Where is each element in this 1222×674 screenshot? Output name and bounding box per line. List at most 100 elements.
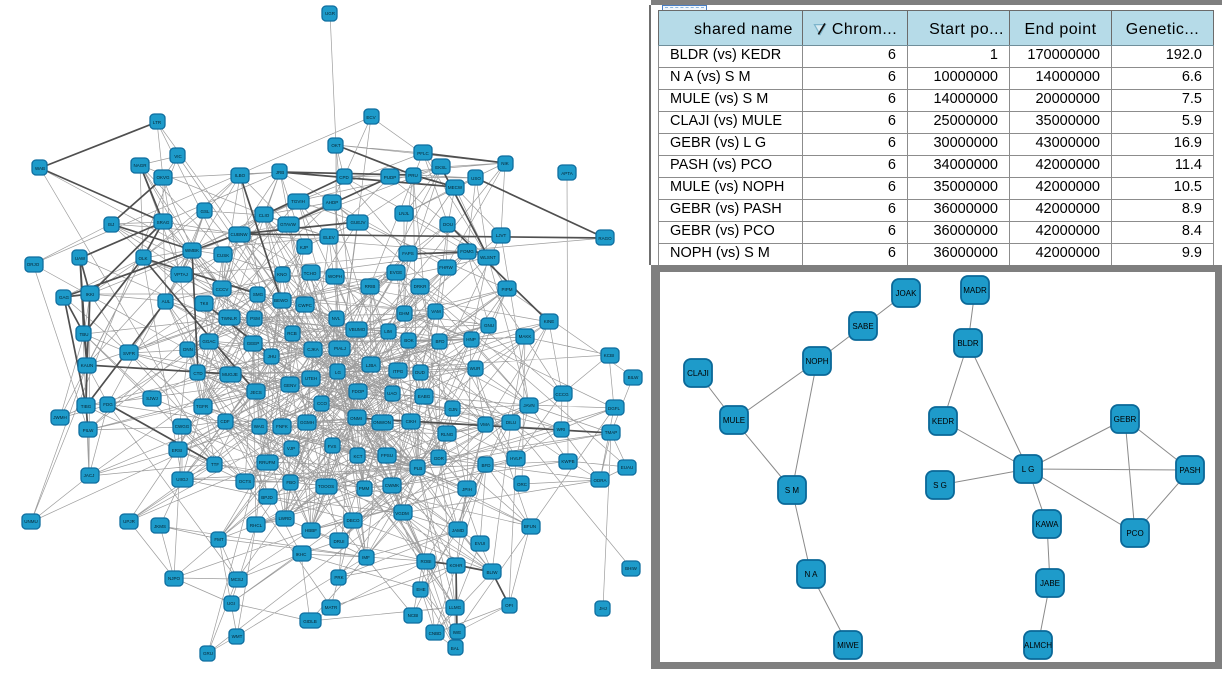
svg-text:PILW: PILW	[83, 428, 94, 433]
svg-text:CUSK: CUSK	[217, 253, 230, 258]
svg-text:KNO: KNO	[277, 272, 287, 277]
svg-text:CPD: CPD	[339, 175, 349, 180]
svg-text:UAO: UAO	[387, 391, 397, 396]
svg-text:MUGJE: MUGJE	[222, 372, 238, 377]
svg-text:DGFL: DGFL	[608, 406, 620, 411]
svg-text:VIC: VIC	[174, 154, 182, 159]
svg-text:ODRA: ODRA	[593, 478, 606, 483]
svg-text:PRU: PRU	[408, 173, 418, 178]
svg-text:JECS: JECS	[250, 390, 262, 395]
svg-text:IKKI: IKKI	[86, 292, 95, 297]
svg-text:TGVIH: TGVIH	[291, 199, 305, 204]
svg-text:CWPC: CWPC	[298, 303, 312, 308]
svg-text:BFUN: BFUN	[524, 524, 536, 529]
svg-text:CCCG: CCCG	[555, 392, 569, 397]
svg-text:CUBNW: CUBNW	[231, 232, 249, 237]
svg-text:ALMCH: ALMCH	[1024, 641, 1052, 650]
svg-text:CNBD: CNBD	[429, 631, 443, 636]
svg-text:JWMH: JWMH	[53, 415, 67, 420]
svg-text:BAL: BAL	[451, 646, 460, 651]
svg-text:JKMS: JKMS	[154, 524, 166, 529]
svg-text:KCT: KCT	[354, 454, 363, 459]
svg-text:UNMU: UNMU	[24, 519, 38, 524]
svg-text:LTR: LTR	[153, 120, 162, 125]
svg-text:ONWON: ONWON	[373, 420, 391, 425]
svg-text:HVLP: HVLP	[510, 456, 522, 461]
svg-text:RRIB: RRIB	[365, 284, 376, 289]
svg-text:FAPS: FAPS	[402, 251, 414, 256]
svg-text:EHE: EHE	[416, 587, 425, 592]
svg-text:JAMD: JAMD	[452, 528, 465, 533]
svg-text:KWPB: KWPB	[561, 459, 574, 464]
svg-text:DRKR: DRKR	[414, 284, 428, 289]
svg-text:FDOP: FDOP	[352, 389, 365, 394]
svg-text:NCBI: NCBI	[408, 613, 419, 618]
svg-text:SMG: SMG	[253, 292, 264, 297]
svg-text:SABE: SABE	[852, 322, 873, 331]
svg-text:JRB: JRB	[276, 170, 285, 175]
svg-text:JAVN: JAVN	[523, 403, 534, 408]
svg-text:GGMH: GGMH	[300, 420, 314, 425]
svg-text:L G: L G	[1022, 465, 1035, 474]
svg-text:MAKK: MAKK	[519, 334, 532, 339]
svg-text:BFD: BFD	[436, 339, 446, 344]
svg-text:JHU: JHU	[268, 354, 277, 359]
svg-text:OCTS: OCTS	[239, 479, 252, 484]
svg-text:HNP: HNP	[466, 337, 476, 342]
svg-text:UAW: UAW	[75, 256, 86, 261]
svg-text:OKT: OKT	[331, 143, 341, 148]
svg-text:TWNLR: TWNLR	[221, 316, 238, 321]
svg-text:LJBA: LJBA	[366, 363, 377, 368]
svg-text:VPTAJ: VPTAJ	[174, 272, 188, 277]
svg-text:DILU: DILU	[506, 420, 516, 425]
svg-text:FHRW: FHRW	[439, 265, 453, 270]
svg-text:GSL: GSL	[200, 209, 210, 214]
svg-text:DNN: DNN	[183, 347, 193, 352]
svg-text:CWMK: CWMK	[385, 483, 399, 488]
svg-text:TGFR: TGFR	[196, 404, 209, 409]
svg-text:TBU: TBU	[80, 332, 89, 337]
svg-text:OPI: OPI	[505, 603, 513, 608]
svg-text:BPJD: BPJD	[261, 495, 273, 500]
svg-text:FMT: FMT	[214, 537, 223, 542]
svg-text:UGI: UGI	[227, 601, 235, 606]
svg-text:JABE: JABE	[1040, 579, 1060, 588]
svg-text:NAGR: NAGR	[133, 163, 147, 168]
svg-text:GAG: GAG	[59, 295, 70, 300]
svg-text:TMAP: TMAP	[605, 430, 618, 435]
svg-text:CLIO: CLIO	[259, 213, 270, 218]
svg-text:FPSU: FPSU	[381, 453, 393, 458]
svg-text:NOPH: NOPH	[805, 357, 828, 366]
svg-text:EUAU: EUAU	[621, 465, 634, 470]
svg-text:DDR: DDR	[434, 456, 444, 461]
svg-text:CTD: CTD	[193, 371, 203, 376]
svg-text:ONMI: ONMI	[350, 416, 362, 421]
svg-text:S M: S M	[785, 486, 800, 495]
svg-text:USO: USO	[471, 176, 481, 181]
svg-text:FOMG: FOMG	[460, 249, 474, 254]
svg-text:EVUI: EVUI	[475, 541, 486, 546]
svg-text:LLMG: LLMG	[449, 605, 462, 610]
svg-text:RHCL: RHCL	[250, 523, 263, 528]
svg-text:JACJ: JACJ	[84, 473, 95, 478]
svg-text:WRI: WRI	[557, 427, 566, 432]
svg-text:ORJO: ORJO	[27, 262, 40, 267]
svg-text:BLIW: BLIW	[486, 570, 498, 575]
svg-text:GGAC: GGAC	[202, 339, 216, 344]
svg-text:WMT: WMT	[232, 634, 243, 639]
svg-text:RAGO: RAGO	[598, 236, 612, 241]
svg-text:SVFR: SVFR	[123, 351, 136, 356]
svg-text:WAG: WAG	[254, 424, 265, 429]
svg-text:UPJR: UPJR	[123, 519, 136, 524]
svg-text:MATR: MATR	[325, 605, 338, 610]
svg-text:RCB: RCB	[287, 331, 297, 336]
svg-text:EVGE: EVGE	[390, 270, 403, 275]
svg-text:TCHO: TCHO	[304, 271, 317, 276]
svg-text:KINE: KINE	[544, 319, 555, 324]
svg-text:PSM: PSM	[250, 316, 260, 321]
svg-text:GUEJV: GUEJV	[350, 220, 365, 225]
svg-text:ITPG: ITPG	[393, 369, 404, 374]
svg-text:MADR: MADR	[963, 286, 987, 295]
svg-text:GTAVW: GTAVW	[280, 222, 297, 227]
svg-text:NVL: NVL	[332, 316, 341, 321]
